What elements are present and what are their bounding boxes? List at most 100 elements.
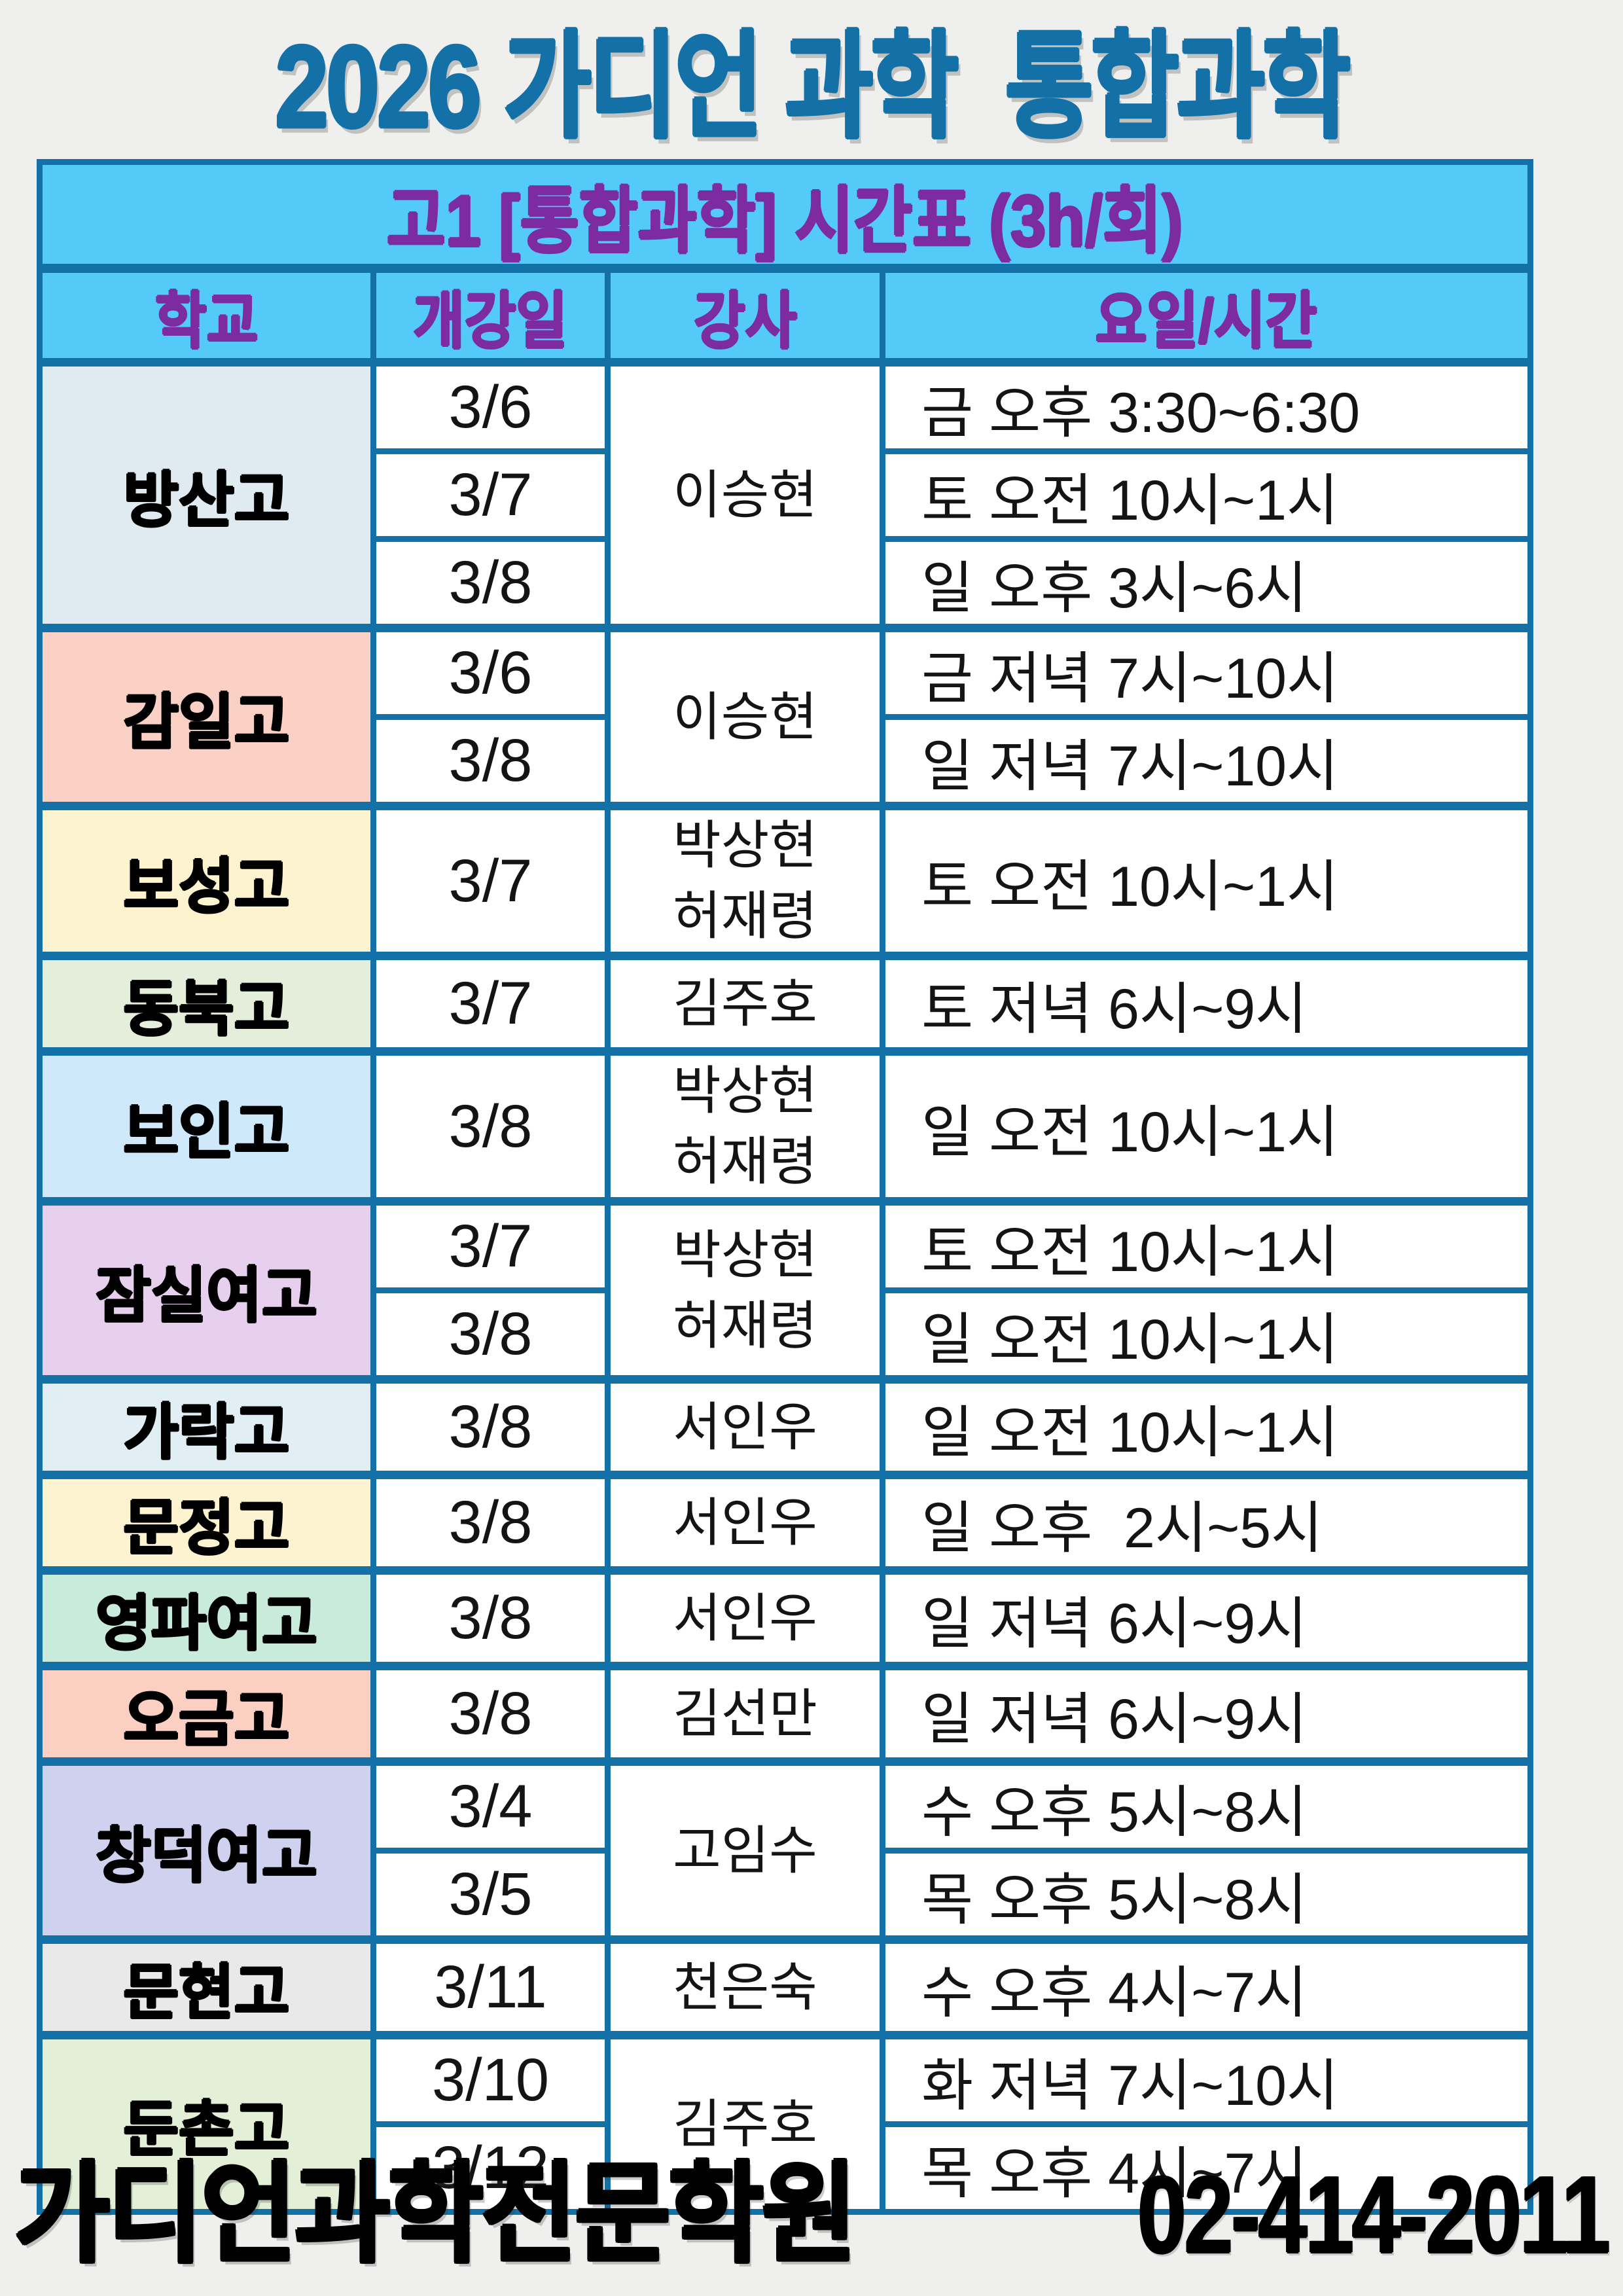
school-cell: 잠실여고 [37,1197,376,1382]
start-date-cell: 3/8 [370,1471,611,1573]
school-cell: 문정고 [37,1471,376,1573]
school-cell: 동북고 [37,952,376,1054]
table-row: 3/12 목 오후 4시~7시 [40,2121,1533,2215]
school-cell: 문현고 [37,1935,376,2038]
teacher-cell: 서인우 [605,1375,885,1478]
table-header-row: 학교 개강일 강사 요일/시간 [37,265,1533,367]
teacher-cell: 박상현 허재령 [605,802,885,959]
start-date-cell: 3/7 [370,952,611,1054]
teacher-cell: 김선만 [605,1662,885,1765]
school-cell: 둔촌고 [37,2031,376,2215]
phone-number: 02-414-2011 [1137,2153,1611,2276]
column-header-school-label: 학교 [154,287,259,356]
day-time-cell: 토 오전 10시~1시 [880,448,1533,542]
school-cell: 가락고 [37,1375,376,1478]
day-time-cell: 일 오전 10시~1시 [880,1047,1533,1204]
table-row: 영파여고 3/8 서인우 일 저녁 6시~9시 [37,1566,1533,1669]
school-cell: 오금고 [37,1662,376,1765]
teacher-cell: 고임수 [605,1757,885,1943]
start-date-cell: 3/10 [370,2031,611,2127]
day-time-cell: 일 오전 10시~1시 [880,1375,1533,1478]
table-banner-text: 고1 [통합과학] 시간표 (3h/회) [387,181,1183,262]
table-banner-row: 고1 [통합과학] 시간표 (3h/회) [37,159,1533,273]
teacher-cell: 이승현 [605,624,885,809]
teacher-cell: 김주호 [605,952,885,1054]
start-date-cell: 3/7 [370,1197,611,1293]
academy-name: 가디언과학전문학원 [14,2153,857,2275]
footer: 가디언과학전문학원 02-414-2011 [0,2149,1623,2280]
day-time-cell: 일 저녁 7시~10시 [880,714,1533,809]
table-row: 창덕여고 3/4 고임수 수 오후 5시~8시 [37,1757,1533,1943]
teacher-cell: 이승현 [605,358,885,631]
table-row: 3/5 목 오후 5시~8시 [40,1848,1533,1943]
teacher-cell: 김주호 [605,2031,885,2215]
school-cell: 영파여고 [37,1566,376,1669]
teacher-cell: 서인우 [605,1566,885,1669]
day-time-cell: 화 저녁 7시~10시 [880,2031,1533,2127]
start-date-cell: 3/6 [370,358,611,454]
table-row: 3/8 일 오전 10시~1시 [40,1287,1533,1382]
table-row: 보성고 3/7 박상현 허재령 토 오전 10시~1시 [37,802,1533,959]
day-time-cell: 일 오전 10시~1시 [880,1287,1533,1382]
start-date-cell: 3/4 [370,1757,611,1854]
day-time-cell: 토 오전 10시~1시 [880,1197,1533,1293]
table-row: 문정고 3/8 서인우 일 오후 2시~5시 [37,1471,1533,1573]
day-time-cell: 일 오후 3시~6시 [880,536,1533,631]
table-row: 가락고 3/8 서인우 일 오전 10시~1시 [37,1375,1533,1478]
teacher-cell: 박상현 허재령 [605,1047,885,1204]
school-cell: 감일고 [37,624,376,809]
column-header-day-time: 요일/시간 [880,265,1533,367]
day-time-cell: 일 오후 2시~5시 [880,1471,1533,1573]
day-time-cell: 목 오후 5시~8시 [880,1848,1533,1943]
start-date-cell: 3/6 [370,624,611,720]
table-banner-cell: 고1 [통합과학] 시간표 (3h/회) [37,159,1533,273]
start-date-cell: 3/8 [370,1287,611,1382]
table-row: 3/8 일 오후 3시~6시 [40,536,1533,631]
start-date-cell: 3/11 [370,1935,611,2038]
start-date-cell: 3/7 [370,448,611,542]
table-row: 3/7 토 오전 10시~1시 [40,448,1533,542]
table-row: 감일고 3/6 이승현 금 저녁 7시~10시 [37,624,1533,809]
timetable: 고1 [통합과학] 시간표 (3h/회) 학교 개강일 강사 요일/시간 방산고… [37,159,1533,2215]
table-row: 오금고 3/8 김선만 일 저녁 6시~9시 [37,1662,1533,1765]
column-header-school: 학교 [37,265,376,367]
teacher-cell: 박상현 허재령 [605,1197,885,1382]
day-time-cell: 일 저녁 6시~9시 [880,1662,1533,1765]
start-date-cell: 3/12 [370,2121,611,2215]
page-title-text: 2026 가디언 과학 통합과학 [275,22,1350,152]
day-time-cell: 목 오후 4시~7시 [880,2121,1533,2215]
start-date-cell: 3/8 [370,714,611,809]
table-row: 문현고 3/11 천은숙 수 오후 4시~7시 [37,1935,1533,2038]
table-row: 동북고 3/7 김주호 토 저녁 6시~9시 [37,952,1533,1054]
school-cell: 보인고 [37,1047,376,1204]
page-title: 2026 가디언 과학 통합과학 [0,22,1623,152]
start-date-cell: 3/5 [370,1848,611,1943]
day-time-cell: 금 저녁 7시~10시 [880,624,1533,720]
school-cell: 보성고 [37,802,376,959]
column-header-teacher-label: 강사 [693,287,797,356]
day-time-cell: 수 오후 5시~8시 [880,1757,1533,1854]
day-time-cell: 토 저녁 6시~9시 [880,952,1533,1054]
table-row: 둔촌고 3/10 김주호 화 저녁 7시~10시 [37,2031,1533,2215]
day-time-cell: 수 오후 4시~7시 [880,1935,1533,2038]
start-date-cell: 3/8 [370,1566,611,1669]
teacher-cell: 서인우 [605,1471,885,1573]
school-cell: 창덕여고 [37,1757,376,1943]
column-header-start-date: 개강일 [370,265,611,367]
column-header-day-time-label: 요일/시간 [1096,287,1317,356]
teacher-cell: 천은숙 [605,1935,885,2038]
table-row: 잠실여고 3/7 박상현 허재령 토 오전 10시~1시 [37,1197,1533,1382]
column-header-teacher: 강사 [605,265,885,367]
start-date-cell: 3/8 [370,1047,611,1204]
start-date-cell: 3/7 [370,802,611,959]
start-date-cell: 3/8 [370,1662,611,1765]
column-header-start-date-label: 개강일 [413,287,568,356]
start-date-cell: 3/8 [370,1375,611,1478]
timetable-frame: 고1 [통합과학] 시간표 (3h/회) 학교 개강일 강사 요일/시간 방산고… [37,159,1533,2215]
table-row: 보인고 3/8 박상현 허재령 일 오전 10시~1시 [37,1047,1533,1204]
table-row: 방산고 3/6 이승현 금 오후 3:30~6:30 [37,358,1533,631]
start-date-cell: 3/8 [370,536,611,631]
day-time-cell: 금 오후 3:30~6:30 [880,358,1533,454]
school-cell: 방산고 [37,358,376,631]
day-time-cell: 일 저녁 6시~9시 [880,1566,1533,1669]
